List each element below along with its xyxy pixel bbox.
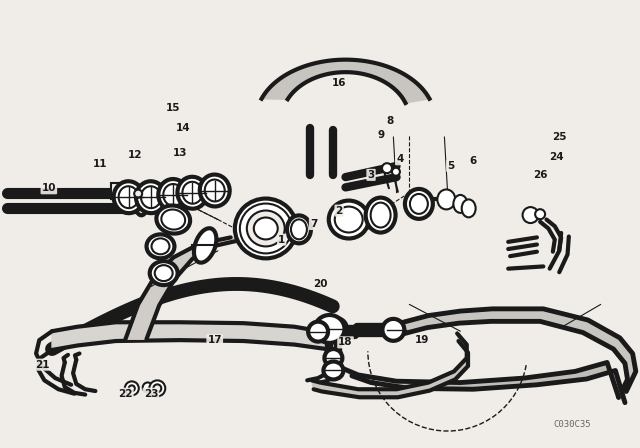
Text: 11: 11 — [93, 159, 107, 169]
Text: 21: 21 — [35, 360, 50, 370]
Ellipse shape — [152, 238, 170, 254]
Ellipse shape — [324, 349, 342, 367]
Ellipse shape — [461, 199, 476, 217]
Polygon shape — [339, 362, 625, 403]
Text: 26: 26 — [533, 170, 547, 180]
Ellipse shape — [453, 195, 467, 213]
Ellipse shape — [163, 184, 183, 206]
Ellipse shape — [308, 322, 328, 342]
Text: 25: 25 — [552, 132, 566, 142]
Ellipse shape — [315, 315, 344, 343]
Text: 22: 22 — [118, 389, 132, 399]
Text: 20: 20 — [313, 279, 327, 289]
Ellipse shape — [383, 319, 404, 341]
Ellipse shape — [136, 181, 166, 213]
Ellipse shape — [323, 362, 344, 379]
Text: 9: 9 — [377, 129, 384, 140]
Ellipse shape — [114, 181, 143, 213]
Polygon shape — [52, 322, 333, 350]
Text: C030C35: C030C35 — [553, 421, 591, 430]
Ellipse shape — [177, 177, 207, 209]
Text: 1: 1 — [278, 235, 285, 245]
Ellipse shape — [194, 228, 216, 263]
Text: 4: 4 — [396, 154, 403, 164]
Text: 18: 18 — [339, 337, 353, 347]
Polygon shape — [400, 309, 636, 397]
Text: 2: 2 — [335, 206, 343, 215]
Text: 10: 10 — [42, 183, 56, 193]
Ellipse shape — [329, 201, 369, 238]
Ellipse shape — [200, 175, 230, 207]
Text: 3: 3 — [367, 170, 374, 180]
Circle shape — [125, 381, 139, 395]
Text: 15: 15 — [166, 103, 180, 113]
Ellipse shape — [118, 186, 139, 208]
Text: 14: 14 — [175, 123, 190, 133]
Ellipse shape — [365, 198, 396, 233]
Text: 8: 8 — [387, 116, 394, 126]
Ellipse shape — [437, 190, 455, 209]
Ellipse shape — [410, 194, 428, 214]
Text: 19: 19 — [415, 335, 429, 345]
Ellipse shape — [161, 210, 185, 229]
Ellipse shape — [155, 265, 173, 281]
Text: 13: 13 — [172, 147, 187, 158]
Polygon shape — [125, 237, 242, 339]
Polygon shape — [262, 60, 429, 103]
Ellipse shape — [371, 202, 390, 228]
Circle shape — [143, 383, 153, 392]
Ellipse shape — [235, 198, 297, 258]
Ellipse shape — [335, 207, 363, 233]
Text: 16: 16 — [332, 78, 346, 88]
Circle shape — [154, 384, 161, 392]
Text: 7: 7 — [310, 219, 317, 229]
Ellipse shape — [291, 220, 307, 239]
Ellipse shape — [254, 217, 278, 239]
Ellipse shape — [405, 189, 433, 219]
Circle shape — [134, 190, 142, 198]
FancyBboxPatch shape — [111, 183, 127, 199]
Ellipse shape — [141, 186, 161, 208]
Text: 6: 6 — [470, 156, 477, 167]
Text: 5: 5 — [447, 161, 454, 171]
Circle shape — [392, 168, 400, 176]
Text: 23: 23 — [143, 389, 158, 399]
Ellipse shape — [240, 203, 292, 254]
Circle shape — [129, 385, 135, 392]
Text: 24: 24 — [548, 152, 563, 162]
Text: 12: 12 — [128, 150, 142, 160]
Ellipse shape — [134, 185, 148, 215]
Ellipse shape — [205, 180, 225, 202]
Circle shape — [535, 209, 545, 219]
Text: 17: 17 — [207, 335, 222, 345]
Ellipse shape — [156, 206, 190, 233]
Circle shape — [382, 163, 392, 173]
Polygon shape — [312, 333, 468, 397]
Ellipse shape — [147, 234, 175, 258]
Ellipse shape — [328, 321, 344, 337]
Ellipse shape — [150, 261, 178, 285]
Circle shape — [523, 207, 538, 223]
Ellipse shape — [287, 215, 311, 243]
Circle shape — [149, 380, 165, 396]
Ellipse shape — [325, 318, 347, 340]
Ellipse shape — [247, 211, 285, 246]
Ellipse shape — [158, 179, 188, 211]
Ellipse shape — [182, 182, 202, 204]
